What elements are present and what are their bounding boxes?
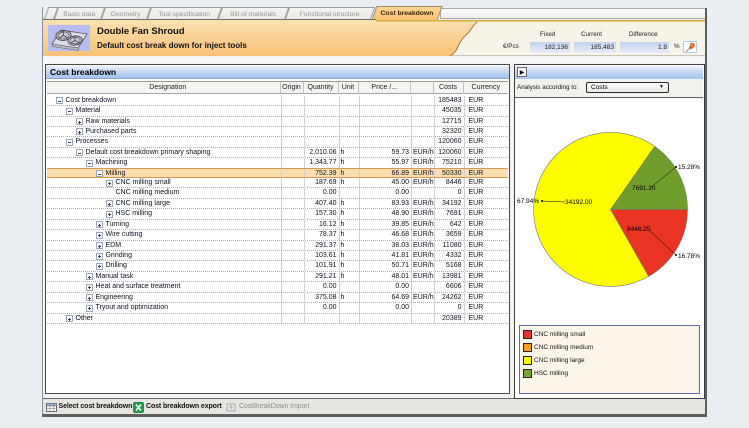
svg-text:8446.25: 8446.25 xyxy=(627,226,651,233)
svg-text:67.94%: 67.94% xyxy=(517,198,539,205)
svg-text:34192.00: 34192.00 xyxy=(565,199,592,206)
svg-text:7691.20: 7691.20 xyxy=(632,185,656,192)
svg-text:15.28%: 15.28% xyxy=(678,164,700,171)
svg-text:16.78%: 16.78% xyxy=(678,253,700,260)
